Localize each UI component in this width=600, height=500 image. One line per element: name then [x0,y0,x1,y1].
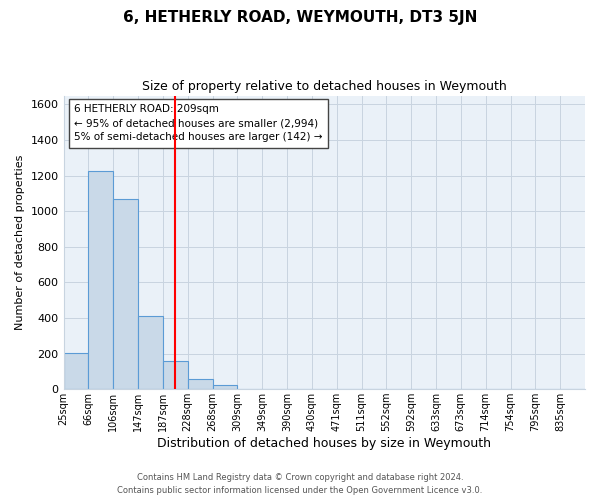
Text: 6, HETHERLY ROAD, WEYMOUTH, DT3 5JN: 6, HETHERLY ROAD, WEYMOUTH, DT3 5JN [123,10,477,25]
Y-axis label: Number of detached properties: Number of detached properties [15,154,25,330]
X-axis label: Distribution of detached houses by size in Weymouth: Distribution of detached houses by size … [157,437,491,450]
Text: 6 HETHERLY ROAD: 209sqm
← 95% of detached houses are smaller (2,994)
5% of semi-: 6 HETHERLY ROAD: 209sqm ← 95% of detache… [74,104,322,142]
Bar [113,199,138,389]
Bar [64,352,88,389]
Bar [163,360,188,389]
Bar [188,380,212,389]
Bar [88,170,113,389]
Bar [138,316,163,389]
Text: Contains HM Land Registry data © Crown copyright and database right 2024.
Contai: Contains HM Land Registry data © Crown c… [118,474,482,495]
Bar [212,384,238,389]
Title: Size of property relative to detached houses in Weymouth: Size of property relative to detached ho… [142,80,506,93]
